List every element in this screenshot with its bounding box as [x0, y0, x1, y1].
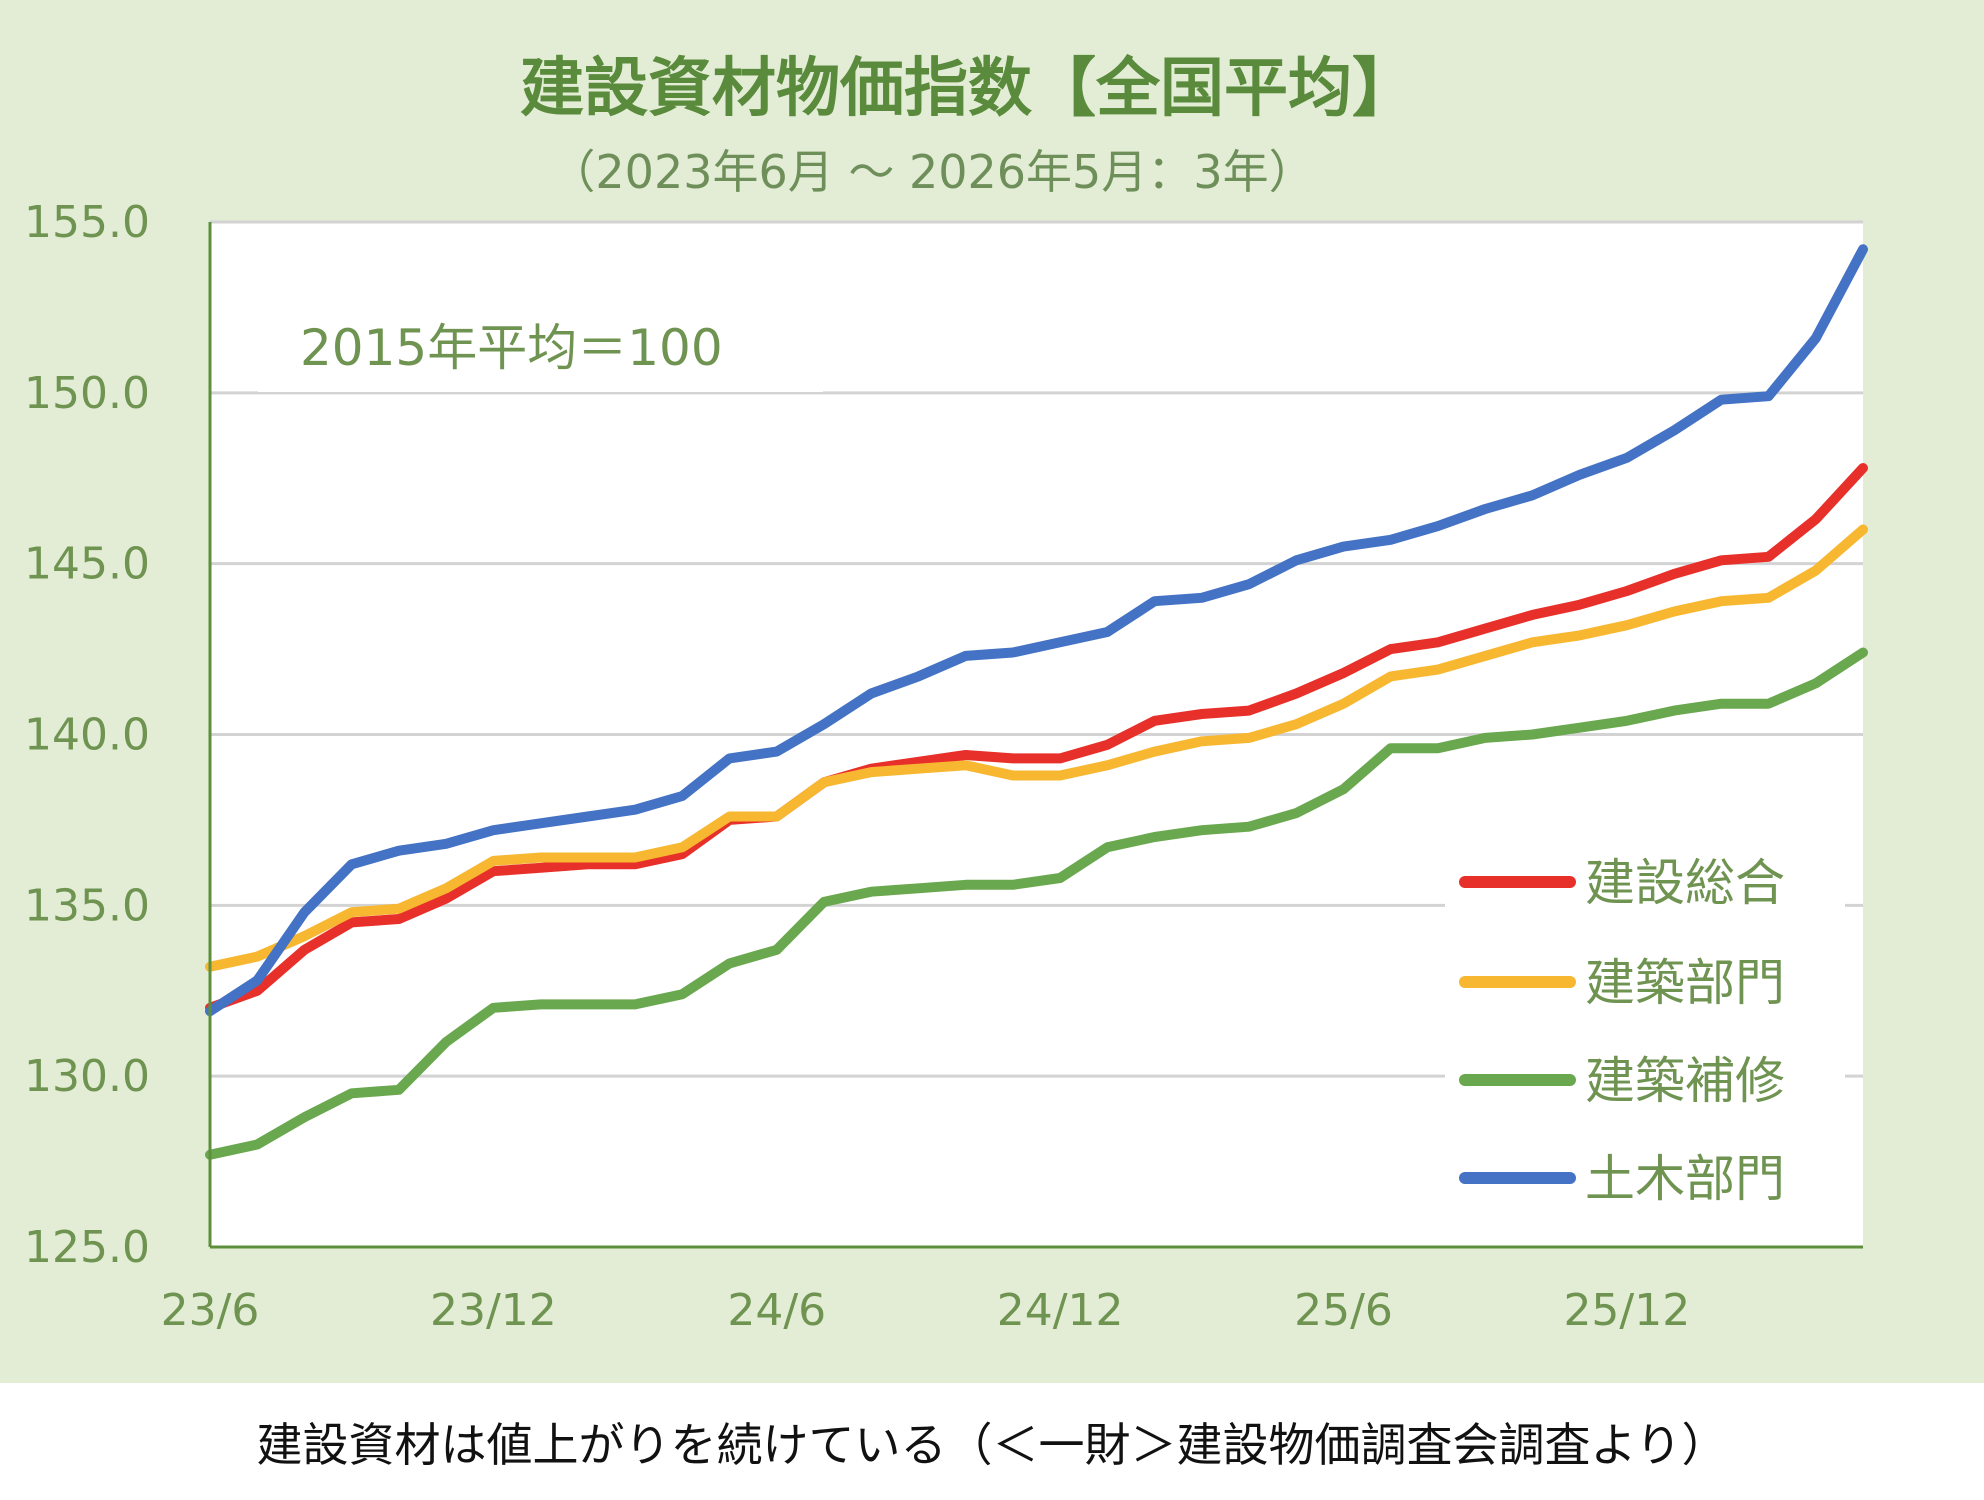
series-line-4: [205, 244, 1868, 1017]
gridlines: [210, 220, 1863, 1078]
x-axis-ticks: 23/6 23/12 24/6 24/12 25/6 25/12: [161, 1285, 1691, 1336]
x-tick-label: 25/6: [1294, 1285, 1393, 1336]
x-tick-label: 24/6: [727, 1285, 826, 1336]
y-tick-label: 155.0: [24, 197, 150, 248]
y-tick-label: 125.0: [24, 1222, 150, 1273]
chart-title: 建設資材物価指数【全国平均】: [520, 52, 1416, 126]
y-tick-label: 145.0: [24, 539, 150, 590]
legend-bg: [1445, 840, 1845, 1210]
legend-label-3: 建築補修: [1585, 1052, 1785, 1110]
x-tick-label: 24/12: [997, 1285, 1124, 1336]
y-tick-label: 140.0: [24, 710, 150, 761]
x-tick-label: 23/6: [161, 1285, 260, 1336]
base-year-note: 2015年平均＝100: [300, 319, 723, 377]
series-line-3: [205, 647, 1868, 1160]
legend-label-2: 建築部門: [1585, 954, 1785, 1012]
y-tick-label: 130.0: [24, 1051, 150, 1102]
series-lines: [205, 244, 1868, 1160]
series-line-1: [205, 463, 1868, 1013]
x-tick-label: 25/12: [1563, 1285, 1690, 1336]
series-line-2: [205, 524, 1868, 972]
y-tick-label: 135.0: [24, 880, 150, 931]
legend-label-4: 土木部門: [1585, 1150, 1785, 1208]
chart-subtitle: （2023年6月 ～ 2026年5月：3年）: [549, 145, 1314, 199]
y-tick-label: 150.0: [24, 368, 150, 419]
chart: 建設資材物価指数【全国平均】 （2023年6月 ～ 2026年5月：3年） 12…: [24, 52, 1868, 1336]
caption: 建設資材は値上がりを続けている（＜一財＞建設物価調査会調査より）: [256, 1417, 1728, 1472]
annotation-bg: [258, 302, 823, 392]
x-tick-label: 23/12: [430, 1285, 557, 1336]
legend-label-1: 建設総合: [1585, 854, 1785, 912]
axes: [208, 222, 1863, 1249]
y-axis-ticks: 125.0 130.0 135.0 140.0 145.0 150.0 155.0: [24, 197, 150, 1273]
